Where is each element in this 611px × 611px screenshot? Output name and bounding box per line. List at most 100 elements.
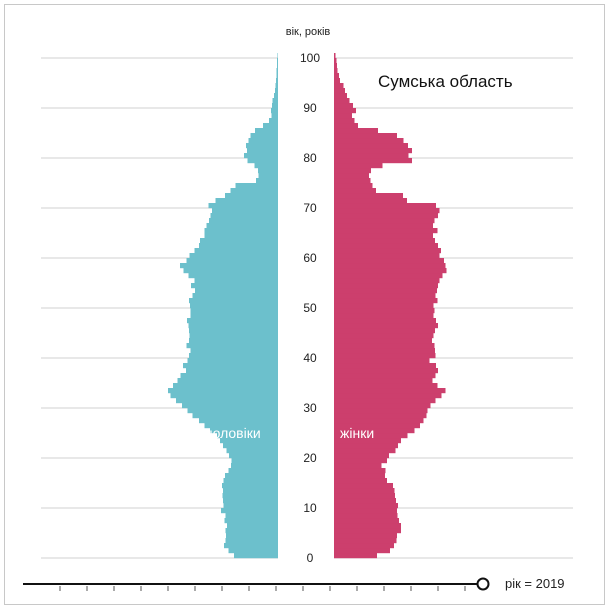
y-axis-title: вік, років	[286, 26, 331, 38]
slider-handle[interactable]	[476, 577, 490, 591]
male-bar-age-91	[272, 98, 278, 104]
male-bar-age-86	[263, 123, 278, 129]
male-bar-age-53	[195, 288, 278, 294]
female-bar-age-23	[334, 438, 401, 444]
female-bar-age-14	[334, 483, 393, 489]
female-bar-age-19	[334, 458, 387, 464]
female-bar-age-48	[334, 313, 434, 319]
female-bar-age-25	[334, 428, 415, 434]
female-bar-age-7	[334, 518, 399, 524]
male-bar-age-30	[182, 403, 278, 409]
female-bar-age-33	[334, 388, 446, 394]
male-bar-age-2	[224, 543, 278, 549]
female-bar-age-20	[334, 453, 389, 459]
female-bar-age-2	[334, 543, 394, 549]
female-bar-age-53	[334, 288, 437, 294]
male-bar-age-100	[277, 53, 278, 59]
year-label: рік = 2019	[505, 576, 565, 591]
female-bar-age-65	[334, 228, 438, 234]
female-bar-age-32	[334, 393, 442, 399]
female-bar-age-17	[334, 468, 386, 474]
male-bar-age-76	[258, 173, 278, 179]
female-bar-age-31	[334, 398, 436, 404]
male-bar-age-34	[173, 383, 278, 389]
female-bar-age-94	[334, 83, 344, 89]
male-bars	[168, 53, 278, 559]
female-bar-age-83	[334, 138, 404, 144]
female-bar-age-12	[334, 493, 395, 499]
female-bar-age-54	[334, 283, 438, 289]
female-bar-age-41	[334, 348, 435, 354]
male-bar-age-54	[191, 283, 278, 289]
male-bar-age-21	[226, 448, 278, 454]
male-bar-age-71	[215, 198, 278, 204]
male-bar-age-36	[180, 373, 278, 379]
female-bar-age-30	[334, 403, 431, 409]
male-bar-age-38	[183, 363, 278, 369]
male-bar-age-22	[223, 443, 278, 449]
male-bar-age-16	[225, 473, 278, 479]
male-bar-age-4	[226, 533, 278, 539]
male-bar-age-97	[276, 68, 278, 74]
female-bar-age-87	[334, 118, 355, 124]
male-bar-age-64	[204, 233, 278, 239]
female-bar-age-50	[334, 303, 434, 309]
chart-frame: 0 10 20 30 40 50 60 70 80 90 100 вік, років Сумськ…	[4, 4, 605, 605]
female-bar-age-64	[334, 233, 433, 239]
male-bar-age-62	[199, 243, 278, 249]
male-bar-age-74	[235, 183, 278, 189]
male-bar-age-88	[271, 113, 278, 119]
female-bar-age-78	[334, 163, 383, 169]
male-bar-age-13	[223, 488, 278, 494]
female-bar-age-47	[334, 318, 436, 324]
female-bar-age-44	[334, 333, 434, 339]
female-bar-age-0	[334, 553, 377, 559]
age-tick-40: 40	[303, 351, 317, 365]
male-bar-age-31	[176, 398, 278, 404]
male-bar-age-8	[225, 513, 278, 519]
female-bar-age-36	[334, 373, 436, 379]
age-tick-20: 20	[303, 451, 317, 465]
male-bar-age-39	[187, 358, 278, 364]
female-bar-age-60	[334, 253, 440, 259]
male-bar-age-24	[217, 433, 278, 439]
female-bar-age-76	[334, 173, 369, 179]
year-slider[interactable]	[23, 577, 490, 592]
male-bar-age-99	[277, 58, 278, 64]
female-bar-age-45	[334, 328, 435, 334]
male-bar-age-11	[223, 498, 278, 504]
population-pyramid-chart: 0 10 20 30 40 50 60 70 80 90 100 вік, років Сумськ…	[23, 26, 573, 592]
female-bar-age-39	[334, 358, 430, 364]
female-bar-age-52	[334, 293, 436, 299]
female-bar-age-75	[334, 178, 371, 184]
age-tick-0: 0	[307, 551, 314, 565]
female-bar-age-24	[334, 433, 408, 439]
male-bar-age-59	[186, 258, 278, 264]
female-bar-age-66	[334, 223, 433, 229]
female-bar-age-13	[334, 488, 395, 494]
female-bar-age-96	[334, 73, 339, 79]
female-bars	[334, 53, 447, 559]
female-bar-age-68	[334, 213, 438, 219]
female-bar-age-37	[334, 368, 438, 374]
female-bar-age-42	[334, 343, 435, 349]
female-bar-age-67	[334, 218, 435, 224]
male-bar-age-41	[190, 348, 278, 354]
male-bar-age-78	[254, 163, 278, 169]
male-bar-age-23	[220, 438, 278, 444]
female-bar-age-72	[334, 193, 403, 199]
male-bar-age-73	[230, 188, 278, 194]
male-bar-age-28	[192, 413, 278, 419]
male-bar-age-90	[272, 103, 278, 109]
age-tick-70: 70	[303, 201, 317, 215]
male-bar-age-93	[275, 88, 278, 94]
male-bar-age-0	[234, 553, 278, 559]
female-bar-age-49	[334, 308, 435, 314]
male-bar-age-29	[187, 408, 278, 414]
male-label: чоловіки	[205, 425, 260, 441]
age-tick-80: 80	[303, 151, 317, 165]
female-bar-age-81	[334, 148, 412, 154]
female-bar-age-3	[334, 538, 397, 544]
female-bar-age-21	[334, 448, 396, 454]
male-bar-age-18	[231, 463, 278, 469]
